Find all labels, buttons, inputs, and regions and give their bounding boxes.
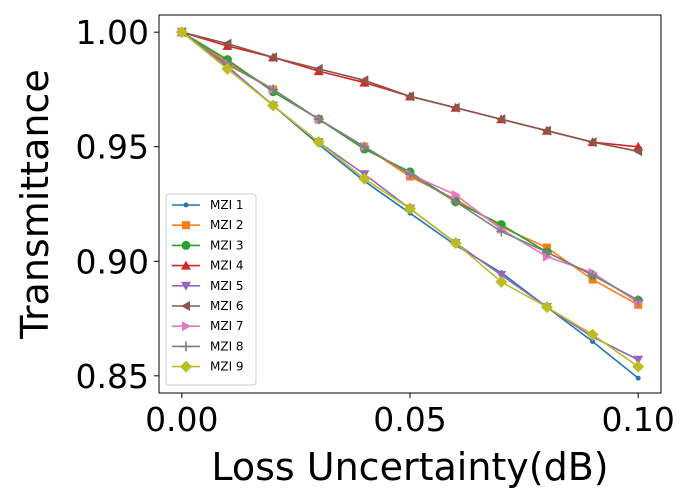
y-tick-label: 0.95 xyxy=(76,128,149,167)
legend-label: MZI 4 xyxy=(210,259,244,273)
data-point xyxy=(632,360,645,373)
series-6 xyxy=(176,27,643,157)
y-tick-label: 0.90 xyxy=(76,242,149,281)
data-point xyxy=(404,202,416,215)
legend-entry: MZI 2 xyxy=(172,218,244,232)
data-point xyxy=(633,355,644,365)
data-point xyxy=(540,301,553,314)
legend: MZI 1 MZI 2 MZI 3 MZI 4 MZI 5 MZI 6 MZI 7 MZI 8… xyxy=(165,193,257,386)
data-point xyxy=(359,141,370,152)
legend-label: MZI 9 xyxy=(210,360,244,374)
legend-marker xyxy=(181,240,191,250)
legend-label: MZI 3 xyxy=(210,238,244,252)
data-point xyxy=(635,375,641,381)
data-point xyxy=(358,172,371,185)
data-point xyxy=(496,226,507,237)
x-tick-label: 0.00 xyxy=(145,400,218,439)
data-point xyxy=(221,62,234,75)
y-axis-label: Transmittance xyxy=(13,69,57,339)
data-point xyxy=(633,295,644,306)
legend-entry: MZI 9 xyxy=(172,360,244,374)
data-point xyxy=(268,52,278,63)
legend-label: MZI 2 xyxy=(210,218,244,232)
data-point xyxy=(313,114,324,125)
data-point xyxy=(312,136,325,149)
data-point xyxy=(541,125,551,136)
y-tick-label: 1.00 xyxy=(76,13,149,52)
x-axis-label: Loss Uncertainty(dB) xyxy=(211,445,608,489)
data-point xyxy=(541,247,552,258)
legend-marker xyxy=(181,341,191,352)
legend-entry: MZI 7 xyxy=(172,319,244,333)
series-9 xyxy=(175,26,645,373)
data-point xyxy=(359,75,369,86)
series-layer xyxy=(175,26,645,381)
x-tick-label: 0.05 xyxy=(373,400,446,439)
data-point xyxy=(496,271,507,281)
data-point xyxy=(633,146,643,157)
legend-entry: MZI 1 xyxy=(172,198,244,212)
data-point xyxy=(495,275,508,288)
y-tick-label: 0.85 xyxy=(76,357,149,396)
legend-marker xyxy=(180,360,192,373)
data-point xyxy=(496,114,506,125)
data-point xyxy=(587,270,598,281)
x-tick-label: 0.10 xyxy=(601,400,674,439)
legend-entry: MZI 8 xyxy=(172,339,244,353)
data-point xyxy=(449,236,462,249)
legend-marker xyxy=(181,301,190,311)
data-point xyxy=(222,38,232,49)
data-point xyxy=(587,137,597,148)
legend-entry: MZI 6 xyxy=(172,299,244,313)
data-point xyxy=(586,328,599,341)
legend-label: MZI 7 xyxy=(210,319,244,333)
data-point xyxy=(268,84,279,95)
legend-marker xyxy=(181,260,191,270)
data-point xyxy=(405,169,415,180)
y-axis: 0.85 0.90 0.95 1.00 xyxy=(76,13,159,396)
legend-marker xyxy=(183,202,189,208)
data-point xyxy=(450,102,460,113)
data-point xyxy=(175,26,188,39)
legend-marker xyxy=(182,321,191,332)
legend-label: MZI 8 xyxy=(210,339,244,353)
data-point xyxy=(451,189,461,200)
legend-entry: MZI 5 xyxy=(172,279,244,293)
legend-label: MZI 1 xyxy=(210,198,244,212)
legend-entry: MZI 4 xyxy=(172,259,244,273)
series-8 xyxy=(176,27,644,306)
data-point xyxy=(450,196,461,207)
legend-label: MZI 6 xyxy=(210,299,244,313)
x-axis: 0.00 0.05 0.10 xyxy=(145,393,675,439)
legend-label: MZI 5 xyxy=(210,279,244,293)
legend-marker xyxy=(181,281,191,291)
legend-entry: MZI 3 xyxy=(172,238,244,252)
data-point xyxy=(313,63,323,74)
data-point xyxy=(267,99,280,112)
legend-marker xyxy=(182,221,190,230)
data-point xyxy=(405,91,414,102)
